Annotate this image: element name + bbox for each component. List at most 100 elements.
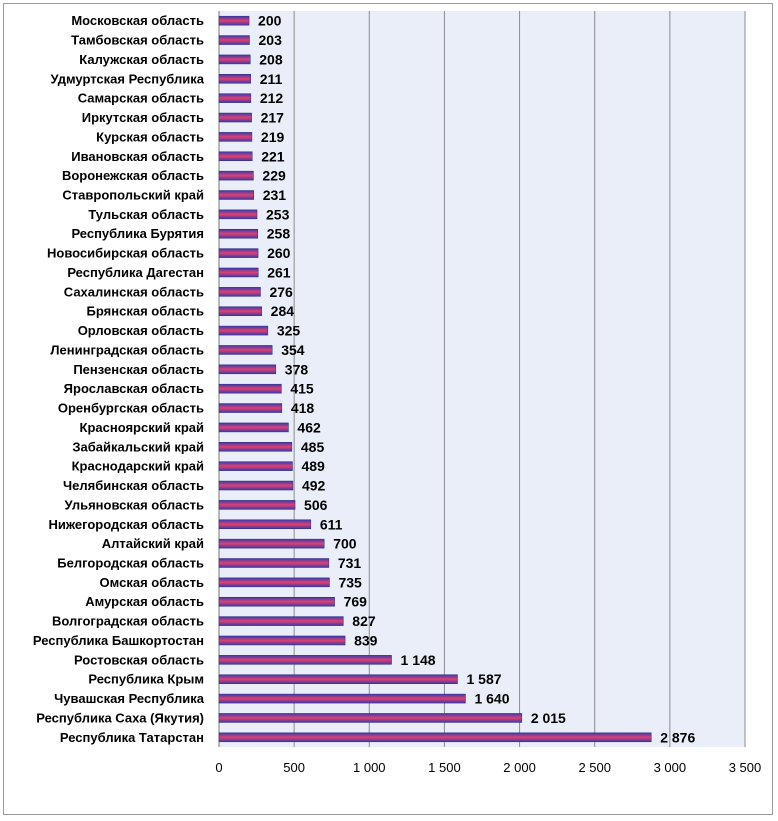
data-label: 492: [302, 478, 326, 494]
data-label: 217: [261, 110, 285, 126]
bar: [218, 655, 392, 665]
category-label: Волгоградская область: [52, 614, 204, 629]
category-label: Орловская область: [78, 323, 204, 338]
bar: [218, 383, 282, 394]
category-label: Республика Крым: [88, 672, 204, 687]
data-label: 415: [290, 381, 314, 397]
bar: [218, 151, 253, 162]
bar: [218, 713, 523, 723]
bar: [218, 674, 458, 684]
bar: [218, 345, 273, 355]
data-label: 354: [281, 342, 305, 358]
bar: [218, 112, 252, 123]
value-labels: 200 203 208 211 212 217 219 221 229 231 253 258 260 2…: [258, 13, 695, 746]
category-label: Пензенская область: [73, 362, 204, 377]
data-label: 208: [259, 51, 283, 67]
data-label: 1 148: [401, 652, 436, 668]
x-tick-label: 1 000: [353, 760, 386, 775]
x-tick-label: 3 000: [654, 760, 687, 775]
data-label: 489: [301, 458, 325, 474]
data-label: 200: [258, 13, 282, 29]
category-label: Амурская область: [85, 594, 204, 609]
category-label: Новосибирская область: [47, 246, 204, 261]
category-label: Республика Саха (Якутия): [36, 710, 204, 725]
category-label: Нижегородская область: [48, 517, 204, 532]
bar: [218, 693, 466, 704]
data-label: 1 640: [474, 691, 509, 707]
category-label: Ленинградская область: [50, 342, 204, 357]
bar: [218, 442, 293, 452]
bar: [218, 74, 251, 84]
x-tick-label: 2 500: [578, 760, 611, 775]
bar: [218, 93, 252, 103]
category-label: Красноярский край: [80, 420, 204, 435]
bar: [218, 209, 258, 220]
category-label: Тамбовская область: [71, 33, 204, 48]
bar: [218, 132, 253, 142]
bar: [218, 577, 330, 588]
data-label: 1 587: [467, 671, 502, 687]
category-label: Ростовская область: [74, 652, 204, 667]
bar: [218, 248, 259, 258]
bar: [218, 325, 269, 336]
x-tick-label: 1 500: [428, 760, 461, 775]
bar: [218, 732, 652, 743]
bar: [218, 364, 277, 375]
bar: [218, 190, 254, 200]
category-label: Самарская область: [78, 91, 204, 106]
data-label: 731: [338, 555, 362, 571]
category-label: Чувашская Республика: [54, 691, 205, 706]
data-label: 211: [260, 71, 283, 87]
bar: [218, 519, 312, 530]
x-tick-label: 0: [215, 760, 222, 775]
bar: [218, 287, 261, 297]
category-label: Московская область: [71, 13, 204, 28]
category-label: Курская область: [96, 129, 204, 144]
data-label: 462: [297, 419, 321, 435]
data-label: 221: [261, 148, 285, 164]
category-label: Республика Дагестан: [67, 265, 204, 280]
category-label: Ярославская область: [64, 381, 204, 396]
category-label: Калужская область: [79, 52, 204, 67]
data-label: 325: [277, 323, 301, 339]
data-label: 276: [269, 284, 293, 300]
bar: [218, 480, 294, 491]
bar: [218, 35, 250, 45]
x-tick-label: 3 500: [729, 760, 762, 775]
data-label: 485: [301, 439, 325, 455]
bar: [218, 170, 254, 181]
bar: [218, 422, 289, 433]
category-label: Краснодарский край: [72, 459, 204, 474]
bar: [218, 558, 330, 568]
bar: [218, 500, 296, 510]
category-label: Ульяновская область: [65, 497, 204, 512]
data-label: 261: [267, 264, 291, 280]
category-label: Тульская область: [88, 207, 204, 222]
x-tick-label: 2 000: [503, 760, 536, 775]
data-label: 284: [271, 303, 295, 319]
category-label: Иркутская область: [82, 110, 204, 125]
category-labels: Московская область Тамбовская область Калу…: [33, 13, 205, 745]
data-label: 839: [354, 632, 378, 648]
data-label: 2 876: [660, 729, 695, 745]
data-label: 229: [262, 168, 286, 184]
bar: [218, 267, 259, 278]
data-label: 611: [320, 516, 343, 532]
data-label: 203: [259, 32, 283, 48]
bar: [218, 461, 293, 471]
data-label: 260: [267, 245, 291, 261]
category-label: Белгородская область: [57, 556, 204, 571]
bar: [218, 596, 335, 607]
data-label: 506: [304, 497, 328, 513]
bar: [218, 635, 346, 646]
data-label: 212: [260, 90, 284, 106]
bars: [218, 15, 652, 743]
data-label: 378: [285, 361, 309, 377]
data-label: 2 015: [531, 710, 566, 726]
x-tick-label: 500: [283, 760, 305, 775]
category-label: Республика Татарстан: [60, 730, 204, 745]
category-label: Удмуртская Республика: [50, 71, 204, 86]
bar: [218, 403, 283, 413]
bar: [218, 54, 251, 65]
